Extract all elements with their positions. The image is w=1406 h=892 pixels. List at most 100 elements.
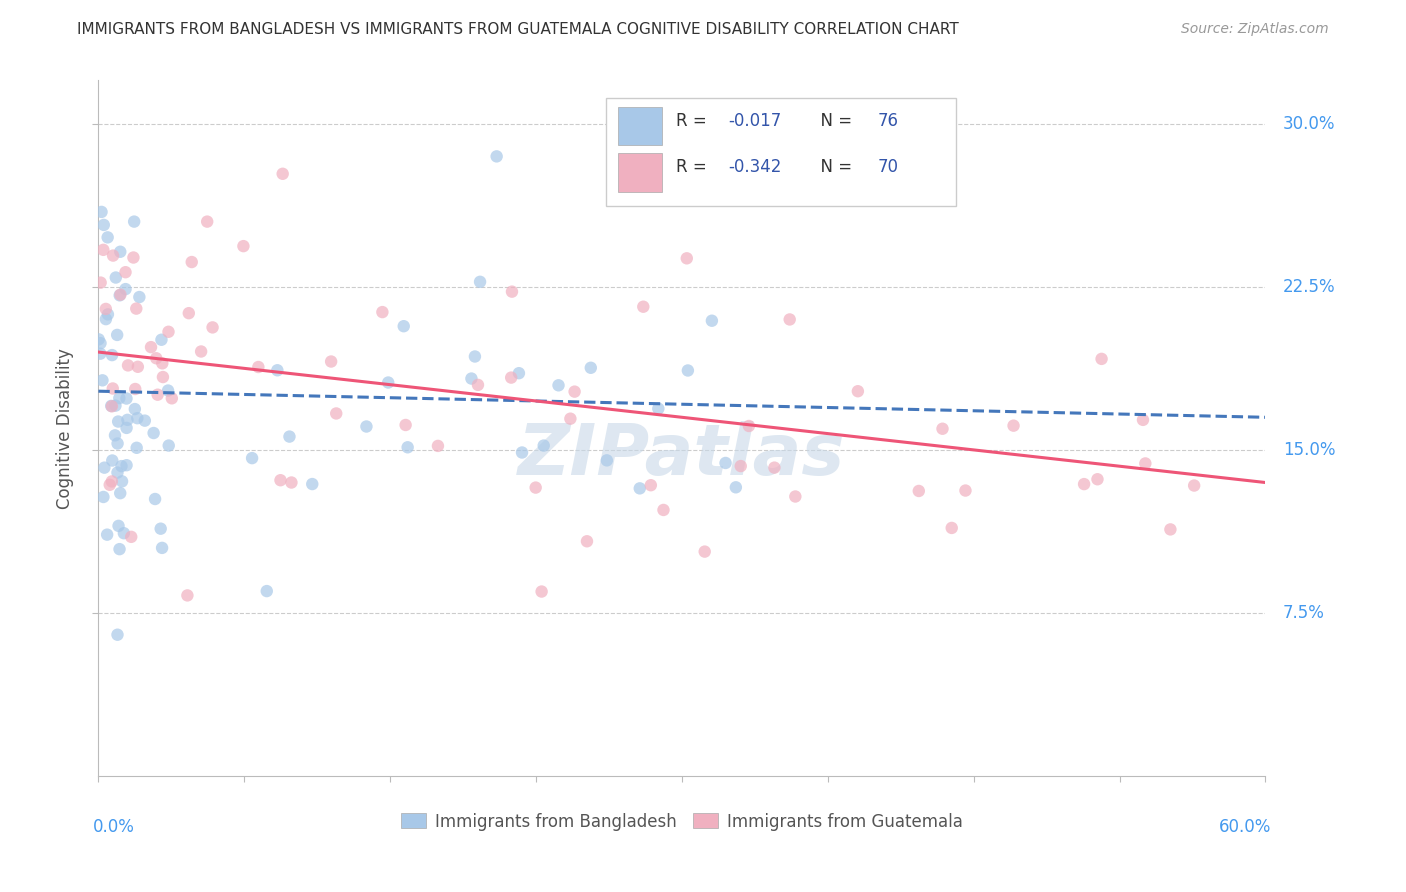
Point: [134, 414, 156, 428]
Point: [160, 392, 183, 406]
Point: [464, 350, 486, 364]
Point: [647, 401, 669, 416]
Point: [676, 363, 699, 377]
Point: [371, 305, 394, 319]
Point: [145, 351, 167, 366]
Point: [101, 475, 124, 489]
Point: [94, 312, 117, 326]
Text: 15.0%: 15.0%: [1282, 441, 1336, 458]
Point: [104, 428, 127, 442]
Point: [763, 460, 786, 475]
Point: [107, 436, 129, 450]
Point: [269, 473, 291, 487]
Point: [97, 307, 120, 321]
Point: [124, 402, 146, 417]
Point: [460, 371, 482, 385]
Point: [596, 453, 619, 467]
Point: [195, 214, 218, 228]
Point: [640, 478, 662, 492]
Point: [675, 252, 697, 266]
Legend: Immigrants from Bangladesh, Immigrants from Guatemala: Immigrants from Bangladesh, Immigrants f…: [395, 806, 969, 838]
Point: [124, 382, 146, 396]
Point: [143, 491, 166, 506]
Point: [115, 392, 138, 406]
Point: [396, 440, 419, 454]
Point: [533, 439, 555, 453]
Point: [90, 276, 112, 290]
Point: [177, 306, 200, 320]
Point: [127, 359, 149, 374]
Point: [579, 360, 602, 375]
Point: [485, 149, 508, 163]
Point: [87, 332, 110, 346]
Text: 22.5%: 22.5%: [1282, 277, 1336, 296]
Point: [91, 243, 114, 257]
Point: [530, 584, 553, 599]
Point: [150, 333, 173, 347]
Point: [128, 290, 150, 304]
Point: [931, 422, 953, 436]
Point: [652, 503, 675, 517]
Point: [90, 205, 112, 219]
Point: [271, 167, 294, 181]
Point: [94, 301, 117, 316]
Point: [1073, 477, 1095, 491]
Point: [100, 399, 122, 413]
Point: [907, 483, 929, 498]
Point: [955, 483, 977, 498]
Point: [240, 451, 263, 466]
Text: N =: N =: [810, 158, 858, 177]
Point: [180, 255, 202, 269]
Point: [110, 459, 132, 474]
Point: [564, 384, 586, 399]
Point: [1182, 478, 1205, 492]
Point: [628, 481, 651, 495]
Point: [98, 477, 121, 491]
Text: -0.342: -0.342: [728, 158, 782, 177]
Point: [125, 301, 148, 316]
Point: [122, 251, 145, 265]
Point: [117, 359, 139, 373]
Point: [110, 287, 132, 301]
Text: 70: 70: [877, 158, 898, 177]
Point: [108, 391, 131, 405]
Point: [547, 378, 569, 392]
FancyBboxPatch shape: [606, 98, 956, 205]
Point: [201, 320, 224, 334]
Point: [325, 407, 347, 421]
Point: [149, 522, 172, 536]
Point: [142, 425, 165, 440]
Point: [1135, 457, 1157, 471]
Point: [468, 275, 491, 289]
Point: [510, 445, 533, 459]
Point: [101, 249, 124, 263]
Point: [157, 384, 180, 398]
Point: [107, 415, 129, 429]
Point: [1132, 413, 1154, 427]
Point: [115, 458, 138, 473]
Point: [394, 417, 416, 432]
Point: [508, 366, 530, 380]
Point: [190, 344, 212, 359]
FancyBboxPatch shape: [617, 107, 662, 145]
Point: [738, 419, 761, 434]
Text: IMMIGRANTS FROM BANGLADESH VS IMMIGRANTS FROM GUATEMALA COGNITIVE DISABILITY COR: IMMIGRANTS FROM BANGLADESH VS IMMIGRANTS…: [77, 22, 959, 37]
Point: [467, 377, 489, 392]
Point: [714, 456, 737, 470]
Text: 7.5%: 7.5%: [1282, 604, 1324, 622]
Point: [846, 384, 869, 399]
Point: [96, 527, 118, 541]
Point: [501, 285, 523, 299]
Point: [104, 270, 127, 285]
Point: [146, 387, 169, 401]
Point: [91, 373, 114, 387]
Point: [111, 475, 134, 489]
Point: [301, 477, 323, 491]
Point: [139, 340, 162, 354]
Point: [1087, 472, 1109, 486]
Text: 60.0%: 60.0%: [1219, 818, 1271, 836]
Point: [321, 354, 343, 368]
Point: [256, 584, 278, 599]
Point: [157, 439, 180, 453]
Point: [93, 490, 115, 504]
